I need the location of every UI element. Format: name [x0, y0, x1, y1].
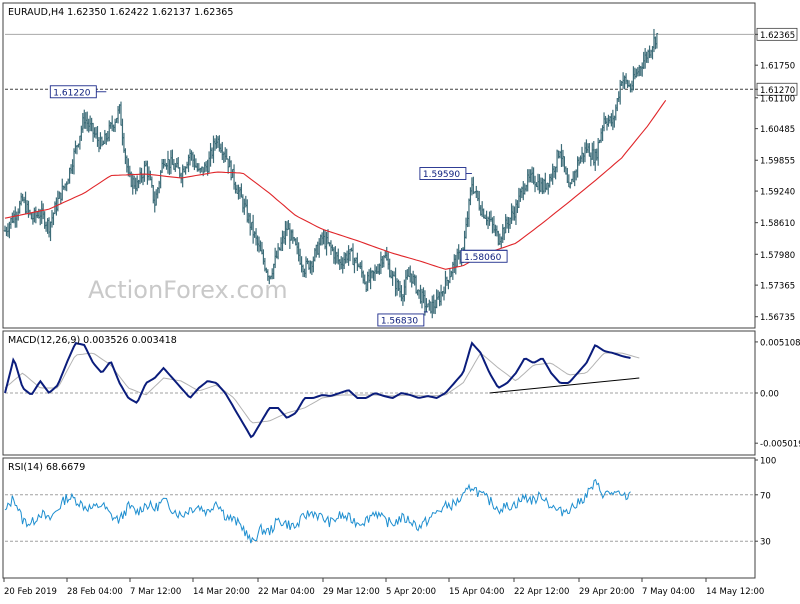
moving-average-line — [4, 99, 667, 270]
y-tick-label: 1.61750 — [760, 62, 795, 72]
rsi-header: RSI(14) 68.6679 — [8, 462, 85, 473]
svg-text:1.58060: 1.58060 — [464, 253, 501, 263]
y-tick-label: 1.59240 — [760, 188, 795, 198]
macd-header: MACD(12,26,9) 0.003526 0.003418 — [8, 335, 177, 346]
x-tick-label: 14 Mar 20:00 — [193, 587, 250, 597]
price-callout: 1.59590 — [419, 167, 472, 180]
rsi-layer: 100 70 30 — [4, 457, 776, 548]
macd-tick-label: 0.005108 — [760, 338, 800, 348]
y-tick-label: 1.61100 — [760, 94, 795, 104]
price-callout: 1.58060 — [460, 249, 508, 263]
macd-line — [4, 341, 631, 439]
macd-trendline — [489, 377, 640, 394]
time-axis: 20 Feb 2019 28 Feb 04:00 7 Mar 12:00 14 Mar… — [3, 578, 764, 597]
svg-text:1.56830: 1.56830 — [381, 316, 418, 326]
y-tick-label: 1.58610 — [760, 219, 795, 229]
macd-panel — [2, 330, 756, 456]
y-tick-label: 1.60485 — [760, 125, 795, 135]
y-tick-label: 1.61270 — [760, 86, 795, 96]
svg-text:1.59590: 1.59590 — [423, 170, 460, 180]
x-tick-label: 29 Mar 12:00 — [323, 587, 380, 597]
macd-signal-line — [4, 352, 640, 424]
x-tick-label: 29 Apr 20:00 — [579, 587, 634, 597]
watermark: ActionForex.com — [88, 276, 288, 304]
price-callout: 1.61220 — [49, 85, 107, 98]
x-tick-label: 20 Feb 2019 — [4, 587, 57, 597]
x-tick-label: 7 May 04:00 — [642, 587, 695, 597]
price-callout: 1.56830 — [377, 311, 428, 326]
x-tick-label: 22 Apr 12:00 — [514, 587, 569, 597]
y-tick-label: 1.57980 — [760, 251, 795, 261]
ohlc-bar — [655, 32, 659, 49]
y-tick-label: 1.59855 — [760, 157, 795, 167]
y-tick-label: 1.62365 — [760, 31, 795, 41]
rsi-line — [4, 478, 631, 544]
price-header: EURAUD,H4 1.62350 1.62422 1.62137 1.6236… — [8, 7, 233, 18]
price-callouts: 1.61220 1.59590 1.58060 1.56830 — [49, 85, 508, 326]
rsi-tick-label: 70 — [760, 491, 771, 501]
rsi-panel — [2, 457, 756, 579]
x-tick-label: 5 Apr 20:00 — [386, 587, 436, 597]
x-tick-label: 7 Mar 12:00 — [130, 587, 181, 597]
macd-tick-label: 0.00 — [760, 390, 779, 400]
y-tick-label: 1.56735 — [760, 313, 795, 323]
x-tick-label: 22 Mar 04:00 — [258, 587, 315, 597]
rsi-tick-label: 100 — [760, 457, 776, 467]
x-tick-label: 14 May 12:00 — [706, 587, 764, 597]
rsi-tick-label: 30 — [760, 538, 771, 548]
x-tick-label: 15 Apr 04:00 — [449, 587, 504, 597]
y-tick-label: 1.57365 — [760, 282, 795, 292]
price-bars — [3, 28, 659, 319]
macd-layer: 0.005108 0.00 -0.005019 — [4, 338, 800, 450]
macd-tick-label: -0.005019 — [760, 440, 800, 450]
svg-text:1.61220: 1.61220 — [53, 88, 90, 98]
x-tick-label: 28 Feb 04:00 — [67, 587, 123, 597]
